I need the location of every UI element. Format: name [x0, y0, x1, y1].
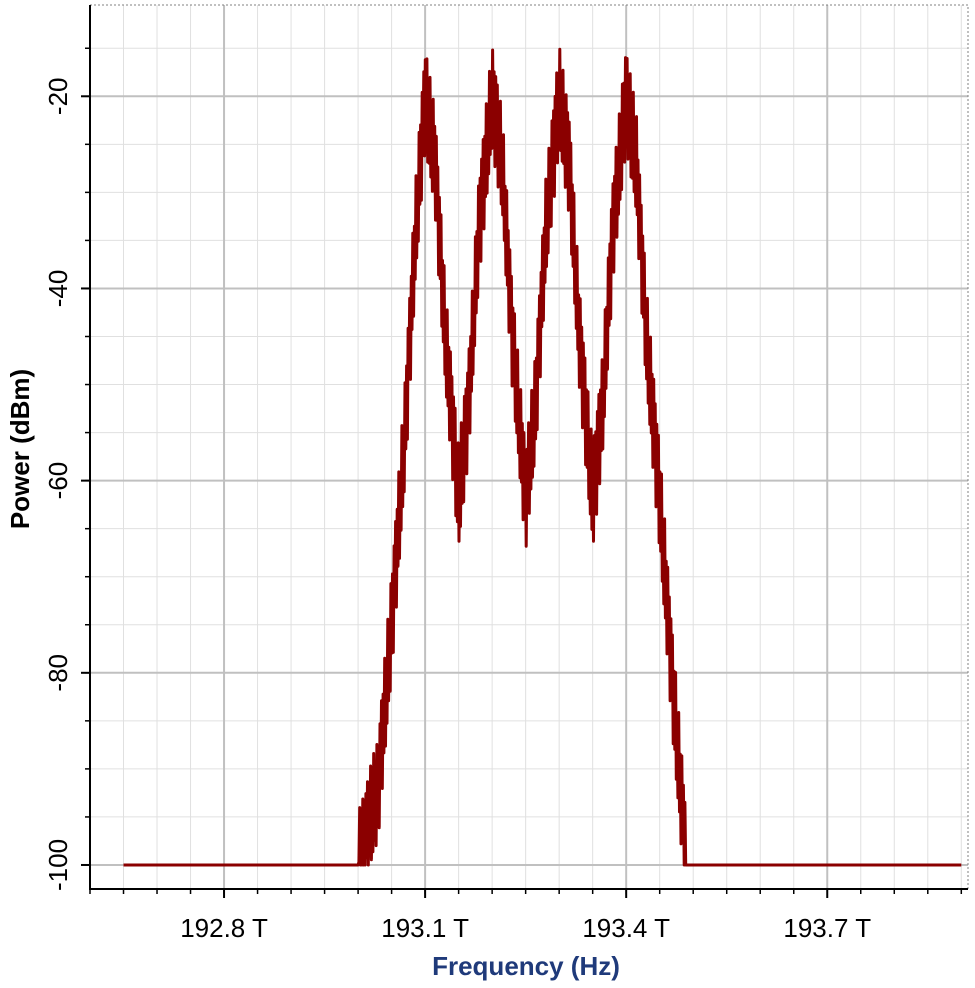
x-tick-label: 193.4 T: [582, 913, 670, 943]
x-axis-title: Frequency (Hz): [432, 951, 620, 981]
y-tick-label: -60: [43, 462, 73, 500]
x-tick-labels: 192.8 T 193.1 T 193.4 T 193.7 T: [180, 913, 871, 943]
x-tick-label: 192.8 T: [180, 913, 268, 943]
y-axis-title: Power (dBm): [5, 369, 35, 529]
y-tick-label: -20: [43, 77, 73, 115]
y-tick-label: -40: [43, 270, 73, 308]
y-tick-label: -80: [43, 654, 73, 692]
series-layer: [123, 47, 962, 867]
series-line: [123, 47, 962, 867]
x-tick-label: 193.1 T: [381, 913, 469, 943]
y-tick-labels: -20 -40 -60 -80 -100: [43, 77, 73, 891]
x-tick-label: 193.7 T: [783, 913, 871, 943]
y-tick-label: -100: [43, 839, 73, 891]
